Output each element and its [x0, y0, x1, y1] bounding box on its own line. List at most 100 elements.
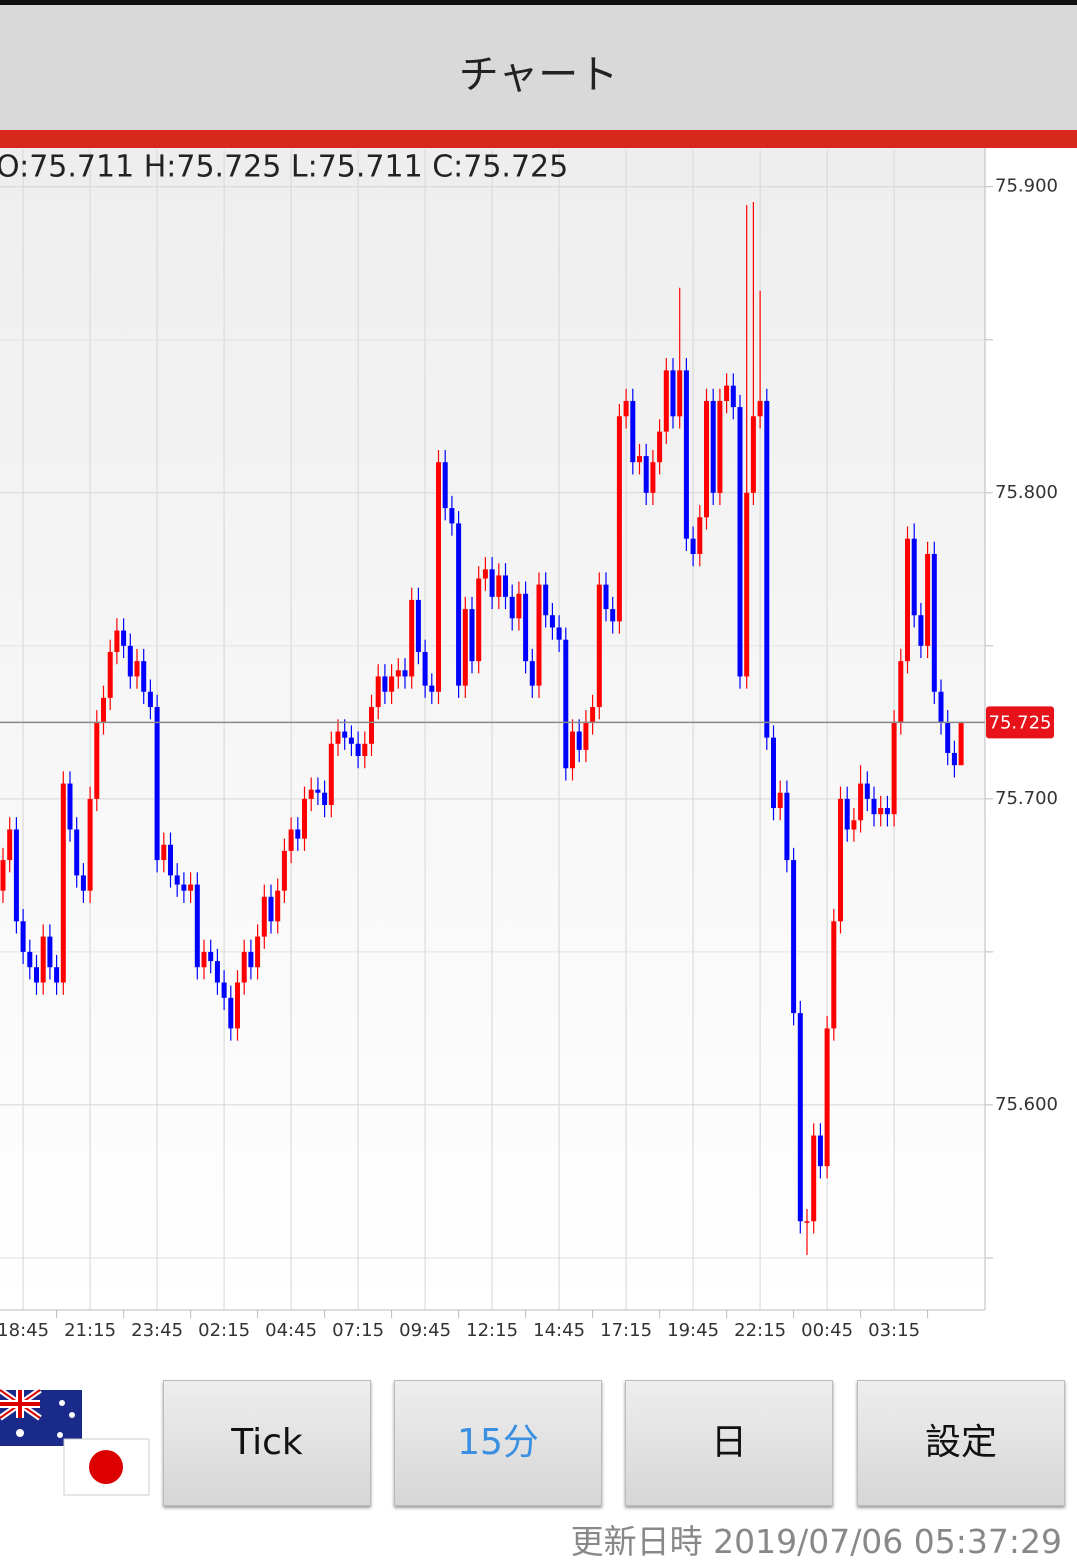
candle-body: [194, 884, 200, 968]
candle-body: [308, 789, 314, 799]
x-tick-label: 12:15: [466, 1320, 518, 1341]
accent-bar: [0, 130, 1077, 148]
candle-body: [496, 575, 502, 597]
candle-body: [536, 584, 542, 686]
candle-body: [590, 707, 596, 723]
y-tick-label: 75.600: [995, 1094, 1058, 1115]
candle-body: [27, 951, 33, 968]
candle-body: [871, 798, 877, 815]
x-tick-label: 09:45: [399, 1320, 451, 1341]
candle-body: [255, 936, 261, 968]
candle-body: [322, 792, 328, 805]
candle-body: [402, 670, 408, 677]
candle-body: [744, 492, 750, 677]
candle-body: [348, 737, 354, 744]
candle-body: [101, 697, 106, 723]
candle-body: [570, 731, 575, 769]
candle-body: [690, 538, 696, 555]
settings-button[interactable]: 設定: [857, 1380, 1065, 1506]
currency-flags: [0, 1387, 150, 1496]
candle-body: [750, 416, 756, 493]
candle-body: [281, 850, 287, 891]
candle-body: [757, 400, 763, 417]
candle-body: [891, 722, 897, 815]
candle-body: [670, 370, 676, 417]
candle-body: [235, 982, 240, 1029]
candle-body: [824, 1028, 830, 1167]
candle-body: [643, 456, 649, 493]
candle-body: [516, 593, 522, 619]
candle-body: [858, 783, 864, 821]
candle-body: [335, 731, 341, 744]
candle-body: [174, 875, 180, 885]
candle-body: [509, 596, 515, 619]
candle-body: [563, 639, 569, 769]
candle-body: [697, 517, 703, 555]
candle-body: [87, 798, 93, 891]
candle-body: [489, 569, 495, 597]
x-tick-label: 22:15: [734, 1320, 786, 1341]
candle-body: [422, 651, 428, 686]
candle-body: [677, 370, 683, 417]
candle-body: [261, 896, 267, 937]
candle-body: [13, 829, 19, 922]
candle-body: [650, 462, 656, 493]
x-tick-label: 18:45: [0, 1320, 49, 1341]
candle-body: [382, 676, 388, 692]
candle-body: [717, 400, 723, 493]
candle-body: [724, 385, 730, 401]
candle-body: [80, 875, 86, 891]
y-tick-label: 75.700: [995, 788, 1058, 809]
x-tick-label: 17:15: [600, 1320, 652, 1341]
candle-body: [683, 370, 689, 539]
candle-body: [811, 1135, 817, 1222]
candle-body: [663, 370, 669, 432]
candle-body: [583, 722, 589, 750]
candle-body: [503, 575, 508, 597]
candle-body: [710, 400, 716, 493]
candle-body: [40, 936, 46, 983]
candle-body: [7, 829, 13, 861]
candle-body: [67, 783, 73, 830]
candle-body: [141, 661, 147, 692]
y-tick-label: 75.800: [995, 482, 1058, 503]
candle-body: [74, 829, 80, 876]
candle-body: [221, 982, 227, 998]
candle-body: [616, 416, 622, 622]
candle-body: [851, 820, 857, 830]
candle-body: [610, 609, 616, 622]
candle-body: [449, 508, 455, 524]
candle-body: [918, 615, 924, 646]
candle-body: [342, 731, 348, 738]
candle-body: [596, 584, 602, 708]
candle-body: [878, 808, 884, 815]
candle-body: [838, 798, 843, 922]
candle-body: [60, 783, 66, 983]
candle-body: [369, 707, 374, 744]
candle-body: [241, 951, 247, 983]
x-tick-label: 03:15: [868, 1320, 920, 1341]
candle-body: [154, 707, 160, 861]
x-tick-label: 00:45: [801, 1320, 853, 1341]
candle-body: [275, 890, 281, 922]
candle-body: [905, 538, 910, 662]
x-tick-label: 14:45: [533, 1320, 585, 1341]
candle-body: [931, 554, 937, 692]
day-button[interactable]: 日: [625, 1380, 833, 1506]
candle-body: [945, 722, 951, 753]
candle-body: [134, 661, 140, 677]
candle-body: [925, 554, 931, 646]
candle-body: [938, 691, 944, 723]
candle-body: [181, 884, 187, 891]
y-tick-label: 75.900: [995, 176, 1058, 197]
tick-button[interactable]: Tick: [163, 1380, 371, 1506]
15min-button[interactable]: 15分: [394, 1380, 602, 1506]
status-bar: [0, 0, 1077, 5]
candle-body: [911, 538, 917, 616]
candle-body: [295, 829, 301, 839]
ohlc-label: O:75.711 H:75.725 L:75.711 C:75.725: [0, 150, 568, 185]
candle-body: [375, 676, 381, 708]
candle-body: [476, 578, 482, 662]
candle-body: [355, 743, 361, 757]
candle-body: [549, 615, 555, 628]
